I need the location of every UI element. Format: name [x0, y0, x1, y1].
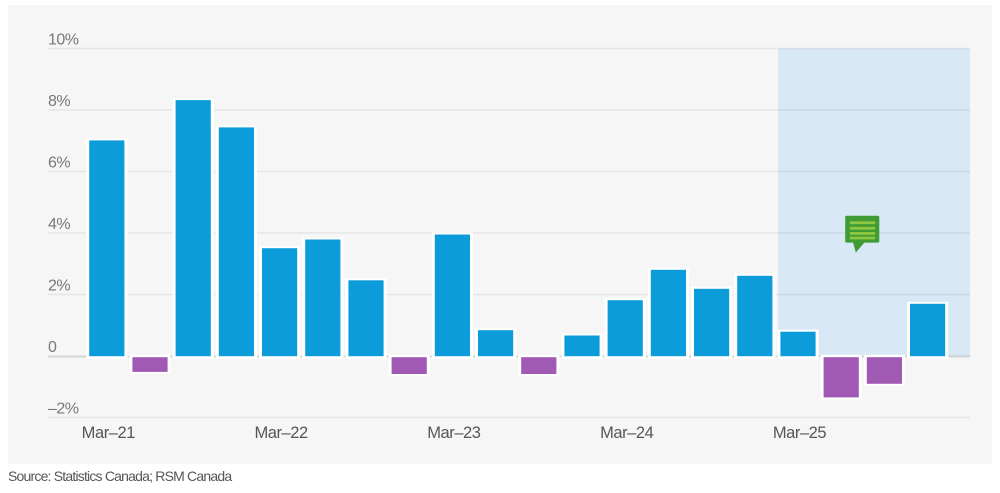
svg-text:Source: Statistics Canada; RSM: Source: Statistics Canada; RSM Canada [8, 468, 232, 484]
svg-text:Mar–23: Mar–23 [427, 424, 481, 442]
svg-text:10%: 10% [48, 32, 79, 49]
svg-text:Mar–22: Mar–22 [254, 424, 308, 442]
svg-text:Mar–21: Mar–21 [82, 424, 136, 442]
svg-text:0: 0 [48, 339, 57, 356]
svg-text:Mar–25: Mar–25 [773, 424, 827, 442]
svg-text:4%: 4% [48, 216, 70, 233]
svg-text:6%: 6% [48, 155, 70, 172]
svg-text:8%: 8% [48, 93, 70, 110]
svg-text:2%: 2% [48, 278, 70, 295]
svg-text:Mar–24: Mar–24 [600, 424, 654, 442]
svg-text:–2%: –2% [48, 401, 79, 418]
